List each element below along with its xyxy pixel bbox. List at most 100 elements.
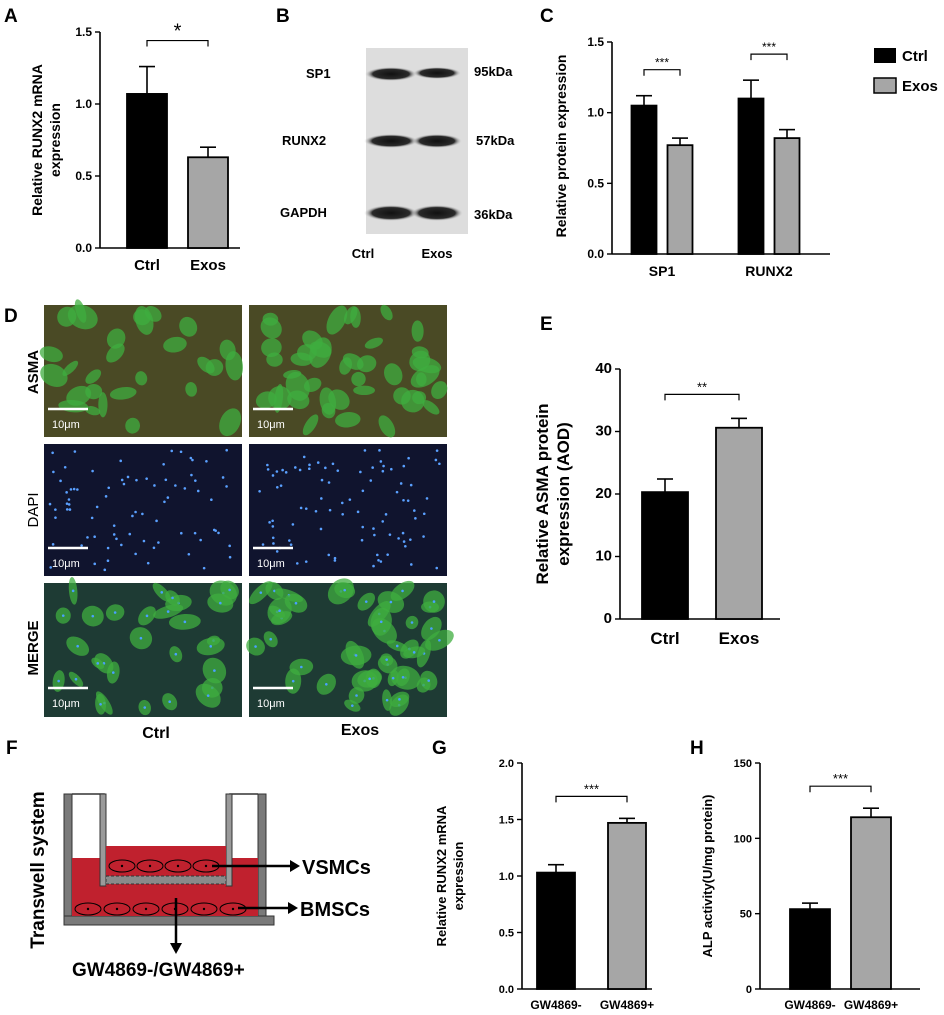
nucleus: [327, 553, 331, 557]
nucleus: [119, 459, 123, 463]
cell: [106, 343, 125, 363]
cell: [66, 385, 92, 406]
band-runx2-ctrl: [364, 134, 418, 148]
nucleus: [320, 497, 323, 500]
nucleus: [304, 560, 308, 563]
nucleus: [372, 527, 375, 530]
nucleus: [372, 564, 375, 568]
nucleus: [113, 611, 117, 614]
nucleus: [341, 512, 344, 516]
nucleus: [278, 609, 281, 613]
cell: [351, 371, 366, 387]
nucleus: [106, 546, 110, 550]
bmsc-cell: [190, 902, 218, 916]
nucleus: [179, 450, 183, 454]
y-tick-label: 0: [746, 984, 752, 996]
nucleus: [268, 521, 271, 524]
nucleus: [422, 535, 425, 538]
nucleus: [438, 462, 441, 466]
nucleus: [404, 544, 407, 548]
label-treatment: GW4869-/GW4869+: [72, 960, 245, 981]
cell: [335, 412, 361, 428]
nucleus: [412, 651, 416, 654]
nucleus: [225, 485, 228, 488]
nucleus: [166, 610, 170, 613]
cell: [40, 363, 68, 387]
legend-label-ctrl: Ctrl: [902, 48, 928, 65]
y-tick-label: 1.0: [75, 97, 92, 111]
nucleus: [271, 536, 275, 540]
nucleus: [377, 558, 380, 562]
nucleus: [336, 469, 340, 472]
bar-exos-runx2: [773, 137, 801, 255]
cell-texture: [39, 299, 454, 716]
nucleus: [174, 484, 177, 487]
significance-label: *: [174, 21, 182, 43]
cell: [384, 363, 403, 386]
nucleus: [381, 469, 385, 473]
nucleus: [163, 500, 166, 504]
well-wall-right: [257, 793, 267, 917]
panel-letter-b: B: [276, 6, 290, 27]
chart-h: 0 50 100 150 ALP activity(U/mg protein) GW486…: [700, 758, 920, 1012]
cell: [412, 356, 442, 374]
nucleus: [199, 538, 202, 542]
nucleus: [390, 467, 393, 471]
band-sp1-exos: [413, 67, 461, 79]
nucleus: [386, 553, 389, 556]
cell: [197, 356, 215, 374]
nucleus: [107, 486, 111, 490]
nucleus: [328, 508, 332, 512]
panel-letter-f: F: [6, 738, 18, 759]
nucleus: [103, 568, 107, 572]
nucleus: [388, 533, 392, 536]
cell: [411, 346, 429, 359]
x-tick-label: GW4869+: [600, 998, 654, 1012]
nucleus: [300, 665, 303, 669]
nucleus: [378, 449, 381, 452]
nucleus: [51, 543, 55, 546]
nucleus: [409, 538, 412, 541]
nucleus: [379, 460, 383, 463]
y-tick-label: 1.5: [75, 25, 92, 39]
nucleus: [399, 482, 403, 485]
nucleus: [139, 636, 143, 640]
nucleus: [190, 473, 193, 477]
nucleus: [168, 700, 171, 703]
y-tick-label: 0.0: [587, 247, 604, 261]
bar-gw4869-: [607, 821, 647, 990]
nucleus: [320, 478, 324, 482]
cell-nucleus: [204, 864, 208, 868]
nucleus: [435, 449, 439, 452]
cell: [74, 299, 87, 323]
cell: [380, 304, 393, 321]
nucleus: [189, 456, 193, 460]
y-tick-label: 0.5: [587, 176, 604, 190]
nucleus: [170, 449, 174, 453]
nucleus: [389, 600, 393, 604]
nucleus: [271, 474, 275, 477]
nucleus: [93, 535, 96, 538]
column-label-exos: Exos: [341, 722, 379, 739]
nucleus: [395, 644, 399, 648]
cell: [135, 371, 148, 386]
nucleus: [325, 682, 328, 686]
cell: [179, 316, 198, 337]
nucleus: [397, 537, 400, 540]
chart-e: 0 10 20 30 40 Relative ASMA protein expression…: [533, 360, 780, 648]
nucleus: [271, 525, 275, 528]
nucleus: [402, 464, 406, 468]
nucleus: [331, 462, 335, 466]
nucleus: [67, 503, 71, 506]
nucleus: [275, 485, 279, 489]
well-wall-left: [63, 793, 73, 917]
panel-letter-d: D: [4, 306, 18, 327]
y-axis-label: Relative protein expression: [553, 55, 569, 238]
x-tick-label: SP1: [649, 263, 676, 279]
chart-a: 0.0 0.5 1.0 1.5 Relative RUNX2 mRNA expressio…: [29, 21, 240, 274]
arrow-treatment-head: [170, 943, 182, 954]
nucleus: [266, 468, 270, 471]
panel-letter-a: A: [4, 6, 18, 27]
band-label-sp1: SP1: [306, 66, 331, 81]
